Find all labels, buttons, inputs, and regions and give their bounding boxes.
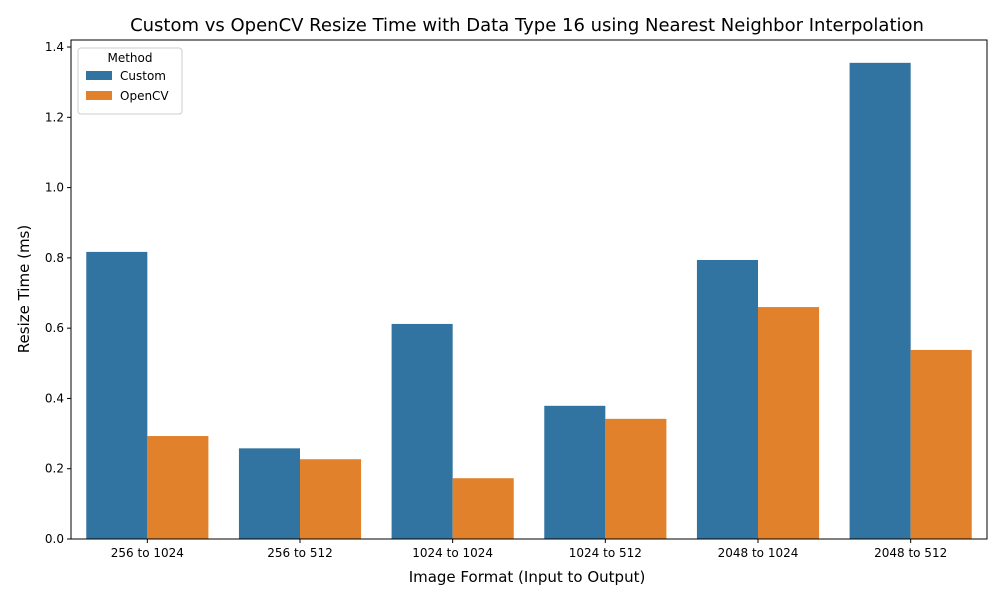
x-tick-label: 2048 to 1024	[718, 546, 799, 560]
legend-swatch-custom	[86, 71, 112, 80]
x-tick-label: 1024 to 512	[569, 546, 642, 560]
bar-opencv-1	[147, 436, 209, 539]
bar-opencv-2	[300, 459, 362, 539]
x-tick-label: 256 to 1024	[111, 546, 184, 560]
x-tick-label: 2048 to 512	[874, 546, 947, 560]
bar-custom-3	[391, 323, 453, 539]
bar-opencv-5	[758, 307, 820, 539]
x-tick-label: 256 to 512	[267, 546, 332, 560]
legend: Method Custom OpenCV	[77, 47, 183, 115]
plot-frame	[70, 39, 988, 540]
y-tick-label: 1.0	[45, 181, 64, 195]
bar-custom-1	[86, 251, 148, 539]
chart-title: Custom vs OpenCV Resize Time with Data T…	[130, 15, 924, 36]
bar-custom-2	[238, 448, 300, 539]
bar-opencv-4	[605, 418, 667, 539]
y-tick-label: 0.6	[45, 321, 64, 335]
bar-custom-5	[696, 259, 758, 539]
plot-area: 0.0 0.2 0.4 0.6 0.8 1.0 1.2 1.4 256 to 1024 256 t…	[45, 39, 988, 560]
y-axis-title: Resize Time (ms)	[15, 225, 33, 353]
y-tick-label: 0.2	[45, 462, 64, 476]
y-tick-label: 0.0	[45, 532, 64, 546]
x-tick-label: 1024 to 1024	[412, 546, 493, 560]
bar-custom-6	[849, 62, 911, 540]
legend-title: Method	[107, 51, 152, 65]
y-tick-label: 1.2	[45, 110, 64, 124]
x-axis-title: Image Format (Input to Output)	[409, 568, 646, 586]
y-tick-label: 1.4	[45, 40, 64, 54]
y-tick-label: 0.8	[45, 251, 64, 265]
bar-custom-4	[544, 405, 606, 539]
legend-label-custom: Custom	[120, 69, 166, 83]
bar-opencv-3	[452, 478, 514, 539]
y-tick-label: 0.4	[45, 391, 64, 405]
legend-label-opencv: OpenCV	[120, 89, 169, 103]
legend-swatch-opencv	[86, 91, 112, 100]
bar-opencv-6	[910, 349, 972, 539]
